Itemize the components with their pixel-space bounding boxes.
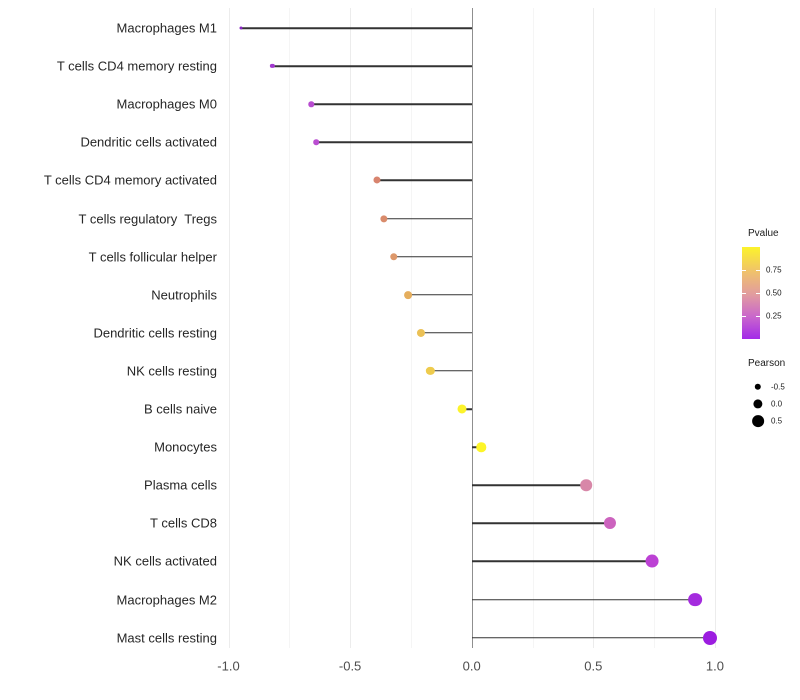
y-axis-label: NK cells resting xyxy=(126,363,217,379)
lollipop-dot xyxy=(308,101,314,107)
pearson-legend-dot xyxy=(752,415,764,427)
minor-gridline xyxy=(532,8,534,648)
pearson-legend-title: Pearson xyxy=(748,358,786,369)
lollipop-dot xyxy=(380,214,388,223)
lollipop-stem xyxy=(471,522,611,525)
lollipop-stem xyxy=(384,217,472,220)
major-gridline xyxy=(228,8,230,648)
y-axis-label: T cells CD8 xyxy=(150,515,217,531)
pvalue-gradient-bar xyxy=(742,247,760,339)
lollipop-stem xyxy=(471,446,482,448)
lollipop-stem xyxy=(376,179,472,182)
lollipop-stem xyxy=(471,598,696,601)
lollipop-stem xyxy=(420,332,472,334)
lollipop-dot xyxy=(604,517,617,530)
lollipop-dot xyxy=(390,252,398,261)
x-axis-tick-label: -0.5 xyxy=(338,658,362,674)
gradient-tick-mark xyxy=(742,292,746,294)
pearson-legend-dot xyxy=(753,399,763,409)
minor-gridline xyxy=(410,8,412,648)
lollipop-dot xyxy=(688,592,703,607)
pearson-legend-dot xyxy=(754,383,762,391)
lollipop-stem xyxy=(240,27,472,29)
y-axis-label: NK cells activated xyxy=(113,553,217,569)
minor-gridline xyxy=(654,8,656,648)
lollipop-dot xyxy=(373,176,381,184)
y-axis-label: Monocytes xyxy=(154,439,217,455)
pvalue-tick-label: 0.25 xyxy=(766,311,782,321)
y-axis-label: T cells CD4 memory activated xyxy=(43,172,217,188)
x-axis-tick-label: -1.0 xyxy=(217,658,240,674)
lollipop-stem xyxy=(393,255,472,258)
y-axis-label: Macrophages M2 xyxy=(116,592,217,607)
major-gridline xyxy=(593,8,595,648)
lollipop-dot xyxy=(645,554,659,568)
zero-axis-line xyxy=(471,8,473,648)
lollipop-dot xyxy=(239,26,243,30)
x-axis-tick-label: 0.0 xyxy=(462,658,481,674)
gradient-tick-mark xyxy=(742,315,746,317)
lollipop-stem xyxy=(272,65,472,67)
lollipop-dot xyxy=(404,290,413,299)
pvalue-gradient-wrap xyxy=(742,247,760,339)
major-gridline xyxy=(714,8,716,648)
y-axis-label: Dendritic cells resting xyxy=(93,325,217,341)
lollipop-dot xyxy=(703,630,718,645)
x-axis-tick-label: 1.0 xyxy=(705,658,724,674)
pearson-legend-label: -0.5 xyxy=(771,382,785,392)
lollipop-stem xyxy=(471,560,652,563)
pearson-legend-label: 0.0 xyxy=(771,399,783,409)
y-axis-label: T cells CD4 memory resting xyxy=(56,58,217,74)
minor-gridline xyxy=(289,8,291,648)
y-axis-label: Dendritic cells activated xyxy=(80,134,217,150)
lollipop-dot xyxy=(313,139,319,146)
lollipop-dot xyxy=(416,328,425,337)
pearson-legend-label: 0.5 xyxy=(771,416,783,426)
y-axis-label: T cells follicular helper xyxy=(88,249,217,265)
lollipop-dot xyxy=(580,479,592,491)
lollipop-dot xyxy=(476,442,487,452)
major-gridline xyxy=(350,8,352,648)
y-axis-label: Macrophages M0 xyxy=(116,96,217,112)
pvalue-tick-label: 0.75 xyxy=(766,265,782,275)
lollipop-dot xyxy=(426,366,435,376)
lollipop-stem xyxy=(471,636,711,639)
gradient-tick-mark xyxy=(742,270,746,272)
y-axis-label: Plasma cells xyxy=(144,477,217,493)
lollipop-stem xyxy=(471,484,586,486)
lollipop-stem xyxy=(430,370,472,372)
lollipop-stem xyxy=(461,408,472,410)
y-axis-label: Mast cells resting xyxy=(116,630,217,646)
y-axis-label: B cells naive xyxy=(144,401,217,417)
y-axis-label: T cells regulatory Tregs xyxy=(78,211,217,226)
x-axis-tick-label: 0.5 xyxy=(584,658,603,674)
lollipop-stem xyxy=(311,103,472,105)
pvalue-tick-label: 0.50 xyxy=(766,288,782,298)
lollipop-stem xyxy=(316,141,472,144)
gradient-tick-mark xyxy=(756,292,760,294)
lollipop-dot xyxy=(270,63,275,69)
y-axis-label: Macrophages M1 xyxy=(116,20,217,36)
lollipop-stem xyxy=(408,293,472,296)
y-axis-label: Neutrophils xyxy=(151,287,217,303)
lollipop-dot xyxy=(457,404,467,414)
pvalue-legend-title: Pvalue xyxy=(748,228,779,239)
gradient-tick-mark xyxy=(756,315,760,317)
gradient-tick-mark xyxy=(756,270,760,272)
